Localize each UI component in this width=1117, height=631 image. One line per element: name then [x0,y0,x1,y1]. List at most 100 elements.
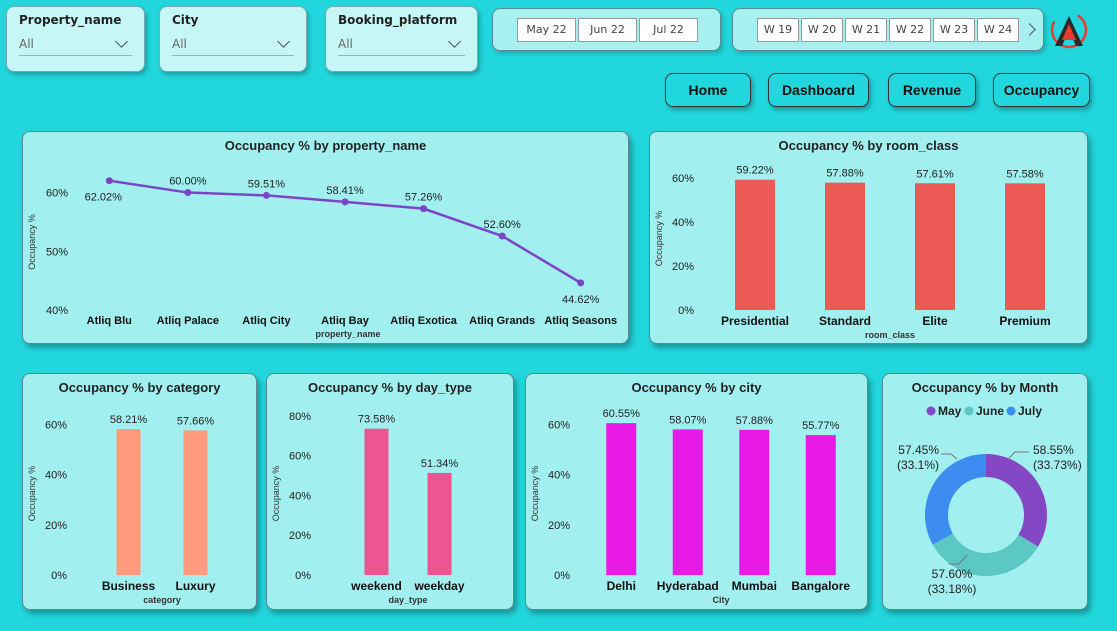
data-point [184,189,192,197]
chart-city-svg: Occupancy % 0% 20% 40% 60% 60.55% Delhi 58.07% H… [530,408,850,605]
x-tick-label: Atliq Exotica [390,315,458,327]
chevron-down-icon[interactable] [277,35,290,48]
legend-label: June [976,404,1004,418]
data-point [341,198,349,206]
bar [1005,183,1045,310]
y-axis-title: Occupancy % [27,466,37,522]
slicer-dropdown[interactable]: All [338,35,465,56]
chart-category-svg: Occupancy % 0% 20% 40% 60% 58.21% Business 57.6… [27,414,216,605]
x-tick-label: Hyderabad [657,579,719,593]
y-tick-label: 60% [46,188,68,200]
x-tick-label: Business [102,579,156,593]
slicer-dropdown[interactable]: All [172,35,294,56]
bar [739,429,770,575]
x-tick-label: Premium [999,314,1050,328]
data-label: 73.58% [358,414,396,426]
x-tick-label: Atliq Blu [87,315,132,327]
data-label: 52.60% [483,219,521,231]
data-label: 57.58% [1006,168,1044,180]
occupancy-button[interactable]: Occupancy [993,73,1090,107]
home-button[interactable]: Home [665,73,751,107]
week-tile[interactable]: W 22 [889,17,931,42]
slicer-booking-platform[interactable]: Booking_platform All [325,6,478,72]
week-tile[interactable]: W 19 [757,17,799,42]
data-label-share: (33.73%) [1033,458,1082,472]
bar [364,428,389,575]
bar [672,429,703,575]
y-axis-title: Occupancy % [27,214,37,270]
chart-title: Occupancy % by room_class [778,138,959,153]
legend-label: May [938,404,962,418]
week-tile[interactable]: W 20 [801,17,843,42]
data-label: 58.07% [669,414,707,426]
slicer-label: Booking_platform [338,13,458,27]
dashboard-button[interactable]: Dashboard [768,73,869,107]
y-tick-label: 50% [46,246,68,258]
month-tile[interactable]: Jun 22 [578,17,637,42]
data-point [577,279,585,287]
y-tick-label: 40% [289,490,311,502]
leader-line [949,554,968,565]
atliq-logo-icon [1050,11,1088,49]
week-tile[interactable]: W 21 [845,17,887,42]
x-tick-label: Standard [819,314,871,328]
data-label: 57.45% [898,443,939,457]
data-label: 57.60% [932,567,973,581]
x-tick-label: Mumbai [732,579,777,593]
y-tick-label: 60% [289,451,311,463]
data-label-share: (33.1%) [897,458,939,472]
data-label-share: (33.18%) [928,582,977,596]
leader-line [941,453,958,460]
y-tick-label: 40% [46,305,68,317]
y-tick-label: 20% [672,261,694,273]
chart-title: Occupancy % by category [58,380,221,395]
chart-property: Occupancy % by property_name Occupancy %… [22,131,629,344]
legend-marker [1006,406,1016,416]
bar [427,472,452,575]
chevron-right-icon[interactable] [1023,23,1036,36]
x-tick-label: Delhi [607,579,636,593]
y-tick-label: 0% [678,305,694,317]
y-tick-label: 40% [672,217,694,229]
chevron-down-icon[interactable] [448,35,461,48]
data-label: 59.51% [248,178,286,190]
y-axis-title: Occupancy % [654,211,664,267]
x-tick-label: Bangalore [791,579,850,593]
month-slicer: May 22 Jun 22 Jul 22 [492,8,721,51]
x-axis-title: City [712,595,729,605]
chart-title: Occupancy % by property_name [224,138,427,153]
chart-title: Occupancy % by day_type [307,380,472,395]
chevron-down-icon[interactable] [115,35,128,48]
slicer-property-name[interactable]: Property_name All [6,6,145,72]
data-label: 57.88% [826,168,864,180]
y-axis-title: Occupancy % [530,466,540,522]
week-tile[interactable]: W 23 [933,17,975,42]
week-tile[interactable]: W 24 [977,17,1019,42]
data-label: 55.77% [802,420,840,432]
y-tick-label: 20% [548,520,570,532]
y-tick-label: 0% [51,570,67,582]
chart-property-svg: Occupancy % 40% 50% 60% 62.02% Atliq Blu 60.00… [27,176,617,339]
bar [805,435,836,575]
data-label: 62.02% [85,192,123,204]
chart-title: Occupancy % by Month [911,380,1059,395]
revenue-button[interactable]: Revenue [888,73,976,107]
slicer-value: All [338,37,353,51]
slicer-dropdown[interactable]: All [19,35,132,56]
bar [915,183,955,310]
chart-month: Occupancy % by Month May June July 58.55% (3… [882,373,1088,610]
month-tile[interactable]: Jul 22 [639,17,698,42]
y-tick-label: 80% [289,411,311,423]
chart-day-type: Occupancy % by day_type Occupancy % 0% 20%… [266,373,514,610]
data-label: 57.61% [916,168,954,180]
chart-room-svg: Occupancy % 0% 20% 40% 60% 59.22% Presidential… [654,165,1051,340]
bar [183,430,208,575]
data-point [262,191,270,199]
slicer-city[interactable]: City All [159,6,307,72]
month-tile[interactable]: May 22 [517,17,576,42]
data-label: 58.55% [1033,443,1074,457]
x-tick-label: Atliq Palace [157,315,219,327]
x-tick-label: Elite [922,314,948,328]
data-label: 44.62% [562,294,600,306]
y-tick-label: 0% [554,570,570,582]
